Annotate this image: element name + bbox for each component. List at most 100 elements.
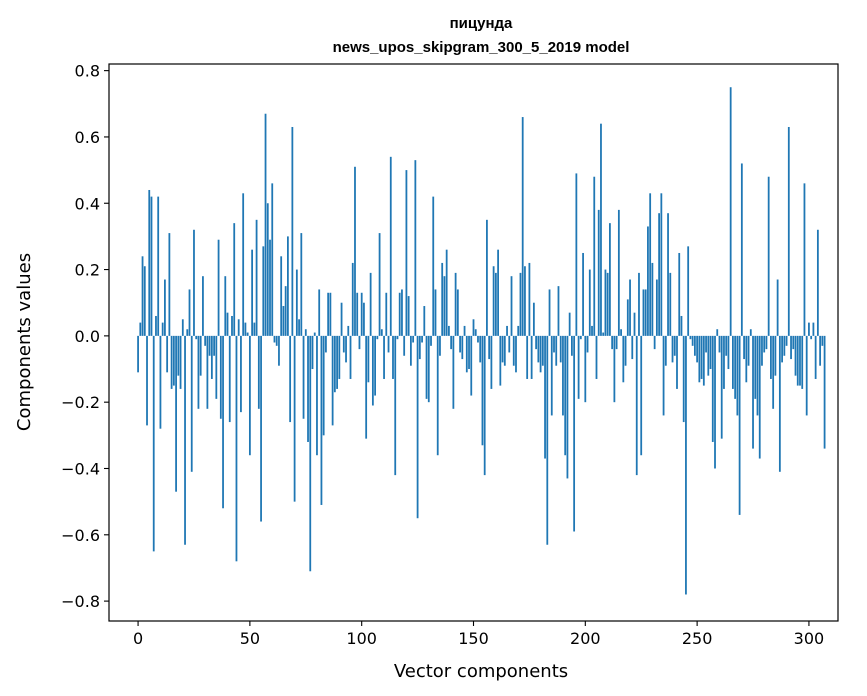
bar: [604, 269, 607, 336]
bar: [345, 335, 347, 363]
bar: [673, 335, 676, 356]
bar: [564, 335, 567, 456]
bar: [582, 252, 584, 336]
bar: [450, 335, 453, 350]
bar: [709, 335, 712, 370]
bar: [193, 229, 195, 336]
bar: [383, 335, 385, 379]
bar: [689, 335, 692, 340]
bar: [213, 335, 215, 356]
bar: [577, 335, 580, 399]
bar: [161, 322, 164, 336]
bar: [468, 335, 470, 370]
bar: [653, 335, 656, 350]
bar: [575, 173, 578, 336]
bar: [644, 289, 647, 336]
bar: [327, 292, 330, 336]
bar: [307, 335, 309, 442]
bar: [738, 335, 741, 515]
bar: [758, 335, 761, 459]
y-axis-ticks: −0.8 −0.6 −0.4 −0.2 0.0 0.2 0.4 0.6 0.8: [61, 62, 109, 611]
bar: [179, 335, 182, 389]
bar: [266, 203, 269, 336]
bar: [139, 322, 142, 336]
bar: [778, 335, 781, 472]
bar: [526, 335, 529, 379]
bar: [763, 335, 766, 353]
bar: [754, 335, 757, 399]
bar: [470, 335, 473, 396]
chart-subtitle: news_upos_skipgram_300_5_2019 model: [333, 39, 630, 56]
bar: [432, 196, 435, 336]
bar: [803, 183, 806, 336]
bar: [152, 335, 155, 552]
bar: [805, 335, 808, 416]
bar: [425, 335, 428, 399]
bar: [374, 335, 376, 396]
bar: [774, 335, 777, 376]
bar: [228, 335, 231, 423]
bar: [615, 335, 618, 350]
bar: [251, 249, 254, 336]
bar: [566, 335, 569, 479]
bar: [609, 223, 611, 336]
bar: [494, 272, 497, 336]
bar: [553, 335, 555, 353]
bar: [409, 335, 412, 366]
bar: [141, 256, 144, 336]
bar: [338, 335, 341, 379]
bar: [240, 335, 242, 413]
bar: [322, 335, 325, 436]
bar: [503, 335, 506, 366]
bar: [164, 279, 166, 336]
bar: [233, 223, 236, 336]
bar: [808, 322, 810, 336]
bar: [749, 329, 752, 336]
bar: [316, 335, 318, 456]
bar: [669, 272, 672, 336]
bar: [532, 302, 535, 336]
bar: [810, 335, 813, 340]
bar: [700, 335, 703, 379]
bar: [235, 335, 238, 562]
bar: [497, 249, 499, 336]
bar: [667, 213, 669, 336]
bar: [649, 193, 652, 336]
y-tick-label: 0.2: [75, 261, 100, 280]
bar: [743, 335, 745, 360]
x-tick-label: 0: [133, 629, 143, 648]
bar: [356, 292, 359, 336]
bar: [380, 329, 383, 336]
bar: [396, 335, 399, 340]
bar: [617, 209, 620, 336]
bar: [184, 335, 186, 545]
bar: [342, 335, 345, 353]
bar: [325, 335, 327, 353]
bar: [685, 335, 687, 595]
bar: [456, 289, 459, 336]
bar: [271, 183, 274, 336]
bar: [347, 325, 350, 336]
bar: [146, 335, 148, 426]
bar: [658, 213, 660, 336]
bar: [557, 286, 560, 336]
bar: [740, 163, 743, 336]
bar: [195, 335, 198, 340]
bar: [734, 335, 737, 399]
y-tick-label: −0.2: [61, 393, 100, 412]
bar: [550, 335, 553, 416]
bar: [624, 335, 627, 366]
bar: [300, 233, 303, 336]
bar: [421, 335, 423, 343]
bar: [275, 335, 278, 346]
bar: [159, 335, 162, 429]
x-tick-label: 200: [570, 629, 601, 648]
bar: [454, 272, 457, 336]
bar: [651, 262, 654, 336]
bar: [613, 335, 616, 403]
bar: [304, 329, 307, 336]
bar: [573, 335, 576, 532]
bar: [785, 335, 788, 346]
bar: [461, 335, 464, 360]
